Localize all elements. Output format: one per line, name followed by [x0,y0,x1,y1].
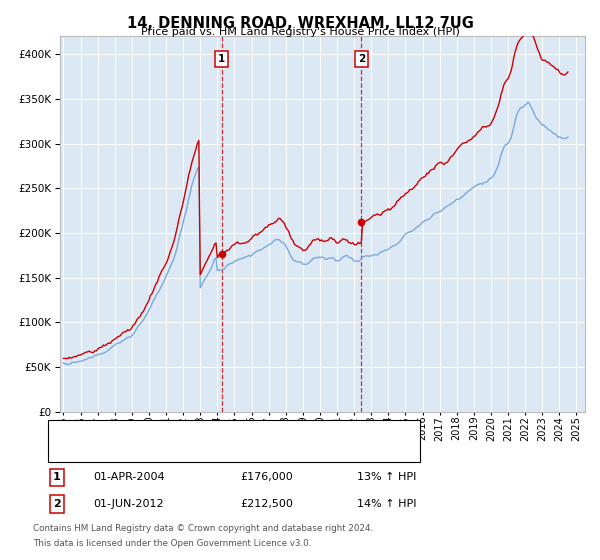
Text: £212,500: £212,500 [240,499,293,509]
Text: £176,000: £176,000 [240,472,293,482]
Text: HPI: Average price, detached house, Wrexham: HPI: Average price, detached house, Wrex… [97,445,338,455]
Text: Price paid vs. HM Land Registry's House Price Index (HPI): Price paid vs. HM Land Registry's House … [140,27,460,37]
Text: 14, DENNING ROAD, WREXHAM, LL12 7UG: 14, DENNING ROAD, WREXHAM, LL12 7UG [127,16,473,31]
Text: 2: 2 [53,499,61,509]
Text: 1: 1 [53,472,61,482]
Text: 14, DENNING ROAD, WREXHAM, LL12 7UG (detached house): 14, DENNING ROAD, WREXHAM, LL12 7UG (det… [97,426,412,436]
Text: 01-JUN-2012: 01-JUN-2012 [93,499,164,509]
Text: This data is licensed under the Open Government Licence v3.0.: This data is licensed under the Open Gov… [33,539,311,548]
Text: 14% ↑ HPI: 14% ↑ HPI [357,499,416,509]
Text: 01-APR-2004: 01-APR-2004 [93,472,164,482]
Text: 1: 1 [218,54,225,64]
Text: Contains HM Land Registry data © Crown copyright and database right 2024.: Contains HM Land Registry data © Crown c… [33,524,373,533]
Text: 2: 2 [358,54,365,64]
Text: 13% ↑ HPI: 13% ↑ HPI [357,472,416,482]
